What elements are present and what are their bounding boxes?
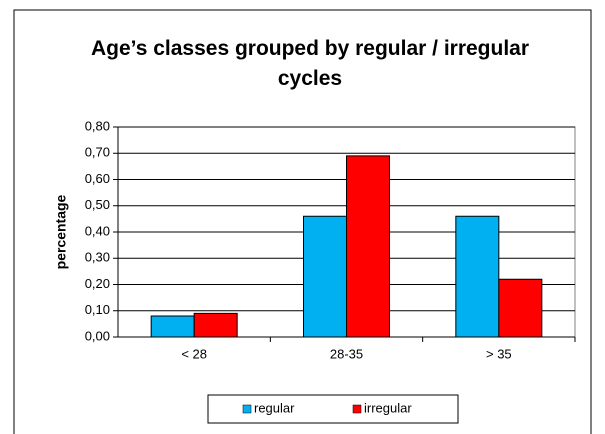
legend-label: irregular <box>364 400 412 415</box>
bar <box>346 155 390 338</box>
y-tick-label: 0,00 <box>85 328 110 343</box>
bar <box>498 278 543 338</box>
x-tick-label: < 28 <box>181 346 207 361</box>
legend-label: regular <box>254 400 295 415</box>
bar <box>193 312 238 338</box>
chart-title: Age’s classes grouped by regular / irreg… <box>90 37 530 90</box>
x-tick-label: 28-35 <box>330 346 363 361</box>
legend-swatch <box>352 404 362 414</box>
bar <box>303 215 347 338</box>
y-axis-label: percentage <box>53 194 69 269</box>
y-tick-label: 0,40 <box>85 223 110 238</box>
y-tick-label: 0,70 <box>85 145 110 160</box>
legend-swatch <box>242 404 252 414</box>
y-tick-label: 0,60 <box>85 171 110 186</box>
x-tick-label: > 35 <box>486 346 512 361</box>
y-tick-label: 0,50 <box>85 197 110 212</box>
y-tick-label: 0,20 <box>85 276 110 291</box>
bar <box>455 215 500 338</box>
y-tick-label: 0,30 <box>85 250 110 265</box>
y-tick-label: 0,10 <box>85 302 110 317</box>
bar <box>150 315 195 338</box>
y-tick-label: 0,80 <box>85 118 110 133</box>
